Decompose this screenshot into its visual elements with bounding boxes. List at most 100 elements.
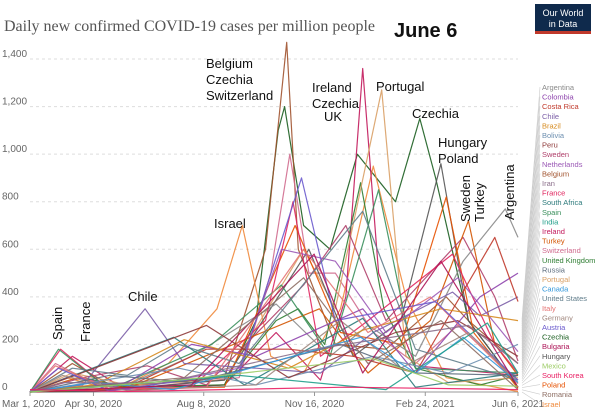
legend-label: Portugal [542,275,570,284]
legend-label: Italy [542,304,556,313]
legend-connector [521,211,541,349]
annotation-label: Belgium [206,56,253,71]
y-tick-label: 1,400 [2,49,27,60]
x-tick-label: Aug 8, 2020 [177,399,231,410]
legend-connector [521,307,541,371]
legend-label: Mexico [542,361,566,370]
series-line-iran [29,324,519,393]
y-tick-label: 400 [2,287,19,298]
y-tick-label: 0 [2,382,8,393]
annotation-label: Czechia [412,106,460,121]
legend-label: Colombia [542,93,575,102]
legend-label: Argentina [542,83,575,92]
legend-connector [521,269,541,362]
chart-title: Daily new confirmed COVID-19 cases per m… [4,18,376,35]
legend-label: Austria [542,323,566,332]
y-tick-label: 1,000 [2,144,27,155]
annotation-label: Ireland [312,80,352,95]
legend-connector [521,288,541,366]
series-line-bolivia [29,343,519,393]
legend-connector [521,192,541,344]
series-line-portugal [29,89,519,393]
y-tick-label: 200 [2,334,19,345]
series-line-poland [29,196,519,393]
y-tick-label: 1,200 [2,97,27,108]
legend-label: Iran [542,179,555,188]
annotation-label: Israel [214,216,246,231]
legend-label: Brazil [542,121,561,130]
legend-label: Czechia [542,333,570,342]
legend-label: Germany [542,313,573,322]
logo-line-2: in Data [548,19,578,29]
legend-connector [521,115,541,327]
owid-logo[interactable]: Our World in Data [535,4,591,34]
series-line-costa-rica [29,236,519,393]
legend-connector [521,202,541,346]
series-line-united-states [29,210,519,393]
legend-label: Chile [542,112,559,121]
legend-connector [521,326,541,375]
legend-connector [521,144,541,333]
y-axis: 0 200 400 600 800 1,000 1,200 1,400 [2,49,27,393]
annotation-label: UK [324,109,342,124]
legend-label: South Korea [542,371,585,380]
date-badge: June 6 [394,20,458,42]
legend-connector [521,134,541,331]
annotation-label: Turkey [472,182,487,222]
legend-label: United States [542,294,587,303]
legend-label: Switzerland [542,246,581,255]
legend-connector [521,365,541,384]
legend-connector [521,389,541,395]
series-line-spain [29,189,519,393]
annotation-label: Portugal [376,79,425,94]
legend-connector [521,154,541,335]
legend-label: Sweden [542,150,569,159]
annotation-label: Hungary [438,135,488,150]
legend-connector [521,336,541,377]
legend-label: Peru [542,141,558,150]
legend-connector [521,182,541,342]
legend-connector [521,298,541,368]
x-tick-label: Jun 6, 2021 [492,399,545,410]
gridlines [30,58,518,393]
legend-label: India [542,217,559,226]
legend-label: Israel [542,400,561,409]
legend-connector [521,163,541,338]
series-lines [29,41,519,393]
logo-line-1: Our World [542,8,584,18]
series-line-romania [29,277,519,393]
series-line-austria [29,177,519,393]
legend-label: Turkey [542,237,565,246]
annotation-label: Argentina [502,164,517,220]
legend-connector [521,391,541,405]
annotations: BelgiumCzechiaSwitzerlandIrelandCzechiaU… [50,56,517,342]
annotation-label: Czechia [206,72,254,87]
x-axis: Mar 1, 2020 Apr 30, 2020 Aug 8, 2020 Nov 16… [2,392,545,410]
legend-label: Belgium [542,169,569,178]
series-line-south-korea [29,386,519,393]
legend-label: Poland [542,381,565,390]
legend-label: Bolivia [542,131,565,140]
legend-label: Hungary [542,352,571,361]
legend-label: Russia [542,265,566,274]
legend-connector [521,173,541,340]
legend-label: Ireland [542,227,565,236]
series-line-chile [29,291,519,393]
legend-connector [521,259,541,360]
annotation-label: Czechia [312,96,360,111]
legend-connector [521,250,541,357]
series-line-peru [29,320,519,393]
legend-label: Costa Rica [542,102,580,111]
legend-label: Canada [542,285,569,294]
x-tick-label: Nov 16, 2020 [285,399,345,410]
legend-label: Romania [542,390,573,399]
annotation-label: Chile [128,289,158,304]
x-tick-label: Apr 30, 2020 [65,399,123,410]
legend-connector [521,240,541,355]
series-line-turkey [29,220,519,393]
legend-connector [521,374,541,386]
y-tick-label: 600 [2,239,19,250]
legend-connector [521,355,541,382]
legend-connector [521,221,541,351]
